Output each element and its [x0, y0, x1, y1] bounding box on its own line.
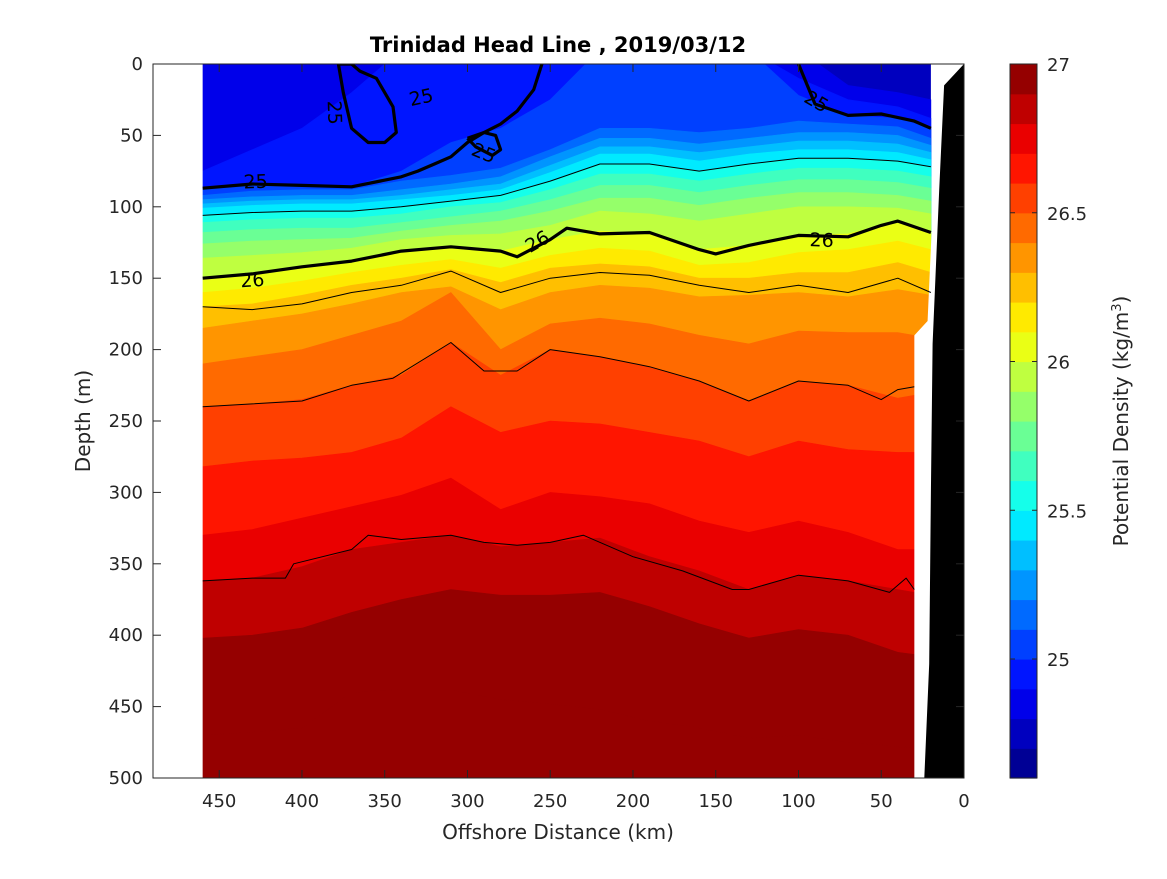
contour-label: 25 — [243, 171, 268, 194]
y-tick-label: 50 — [120, 125, 143, 146]
x-tick-label: 200 — [616, 791, 650, 812]
colorbar-swatch — [1010, 510, 1037, 541]
y-tick-label: 100 — [109, 197, 143, 218]
x-tick-label: 150 — [699, 791, 733, 812]
colorbar-swatch — [1010, 629, 1037, 660]
colorbar-tick-label: 26 — [1047, 353, 1070, 374]
x-tick-label: 250 — [533, 791, 567, 812]
colorbar-swatch — [1010, 272, 1037, 303]
y-tick-label: 200 — [109, 340, 143, 361]
colorbar-swatch — [1010, 153, 1037, 184]
colorbar-swatch — [1010, 599, 1037, 630]
y-axis-label: Depth (m) — [71, 370, 95, 472]
y-tick-label: 500 — [109, 768, 143, 789]
contour-line — [202, 534, 915, 593]
colorbar-swatch — [1010, 331, 1037, 363]
contour-label: 26 — [809, 229, 834, 252]
data-gap-layer — [153, 64, 964, 778]
x-tick-label: 100 — [781, 791, 815, 812]
colorbar-label-close: ) — [1109, 296, 1133, 304]
colorbar: 25 25.5 26 26.5 27 — [1009, 55, 1087, 779]
contour-label-text: 26 — [240, 269, 266, 293]
y-tick-label: 450 — [109, 697, 143, 718]
contour-line-bold — [466, 130, 503, 157]
colorbar-label: Potential Density (kg/m3) — [1109, 296, 1133, 547]
x-tick-label: 0 — [958, 791, 969, 812]
x-tick-label: 300 — [450, 791, 484, 812]
continental-shelf — [924, 64, 964, 778]
density-band — [202, 689, 932, 778]
contour-line-bold — [797, 64, 932, 130]
colorbar-tick-label: 25.5 — [1047, 501, 1087, 522]
colorbar-swatch — [1010, 391, 1037, 422]
colorbar-tick-label: 27 — [1047, 55, 1070, 76]
x-axis: 450 400 350 300 250 200 150 100 50 0 — [202, 64, 970, 812]
colorbar-tick-label: 26.5 — [1047, 204, 1087, 225]
colorbar-swatch — [1010, 361, 1037, 392]
contour-label-text: 25 — [243, 171, 268, 194]
colorbar-swatch — [1010, 540, 1037, 571]
density-fill-layer — [202, 64, 932, 778]
contour-line-layer — [202, 64, 932, 593]
y-tick-label: 250 — [109, 411, 143, 432]
y-tick-label: 0 — [132, 54, 143, 75]
contour-line-bold — [202, 219, 932, 280]
x-tick-label: 400 — [285, 791, 319, 812]
x-axis-label: Offshore Distance (km) — [442, 820, 674, 844]
colorbar-swatch — [1010, 748, 1037, 779]
contour-label-text: 26 — [809, 229, 834, 252]
colorbar-swatch — [1010, 421, 1037, 452]
colorbar-swatch — [1010, 480, 1037, 511]
colorbar-swatch — [1010, 183, 1037, 214]
contour-label: 25 — [407, 85, 435, 112]
colorbar-swatch — [1010, 212, 1037, 244]
colorbar-swatch — [1010, 688, 1037, 720]
contour-label: 26 — [240, 269, 266, 293]
colorbar-frame — [1009, 63, 1038, 779]
y-tick-label: 350 — [109, 554, 143, 575]
colorbar-swatch — [1010, 123, 1037, 154]
colorbar-swatch — [1010, 242, 1037, 273]
colorbar-swatch — [1010, 64, 1037, 95]
x-tick-label: 450 — [202, 791, 236, 812]
colorbar-label-superscript: 3 — [1110, 303, 1125, 311]
y-tick-label: 150 — [109, 268, 143, 289]
colorbar-swatch — [1010, 718, 1037, 749]
colorbar-swatch — [1010, 93, 1037, 125]
colorbar-swatch — [1010, 302, 1037, 333]
no-data-offshore — [153, 64, 203, 778]
contour-line-bold — [202, 64, 544, 190]
contour-label: 25 — [323, 100, 346, 125]
colorbar-label-text: Potential Density (kg/m — [1109, 312, 1133, 547]
contour-line — [202, 157, 931, 216]
contour-label-text: 25 — [323, 100, 346, 125]
contour-line — [202, 342, 915, 408]
contour-label-text: 25 — [407, 85, 435, 112]
y-tick-label: 300 — [109, 482, 143, 503]
chart-title: Trinidad Head Line , 2019/03/12 — [370, 33, 746, 57]
x-tick-label: 50 — [870, 791, 893, 812]
colorbar-tick-label: 25 — [1047, 650, 1070, 671]
y-tick-label: 400 — [109, 625, 143, 646]
contour-line-bold — [336, 64, 398, 145]
contour-line — [202, 270, 932, 311]
colorbar-swatch — [1010, 659, 1037, 690]
colorbar-swatch — [1010, 569, 1037, 601]
y-axis: 0 50 100 150 200 250 300 350 400 450 500 — [109, 54, 964, 789]
x-tick-label: 350 — [368, 791, 402, 812]
colorbar-swatch — [1010, 450, 1037, 482]
